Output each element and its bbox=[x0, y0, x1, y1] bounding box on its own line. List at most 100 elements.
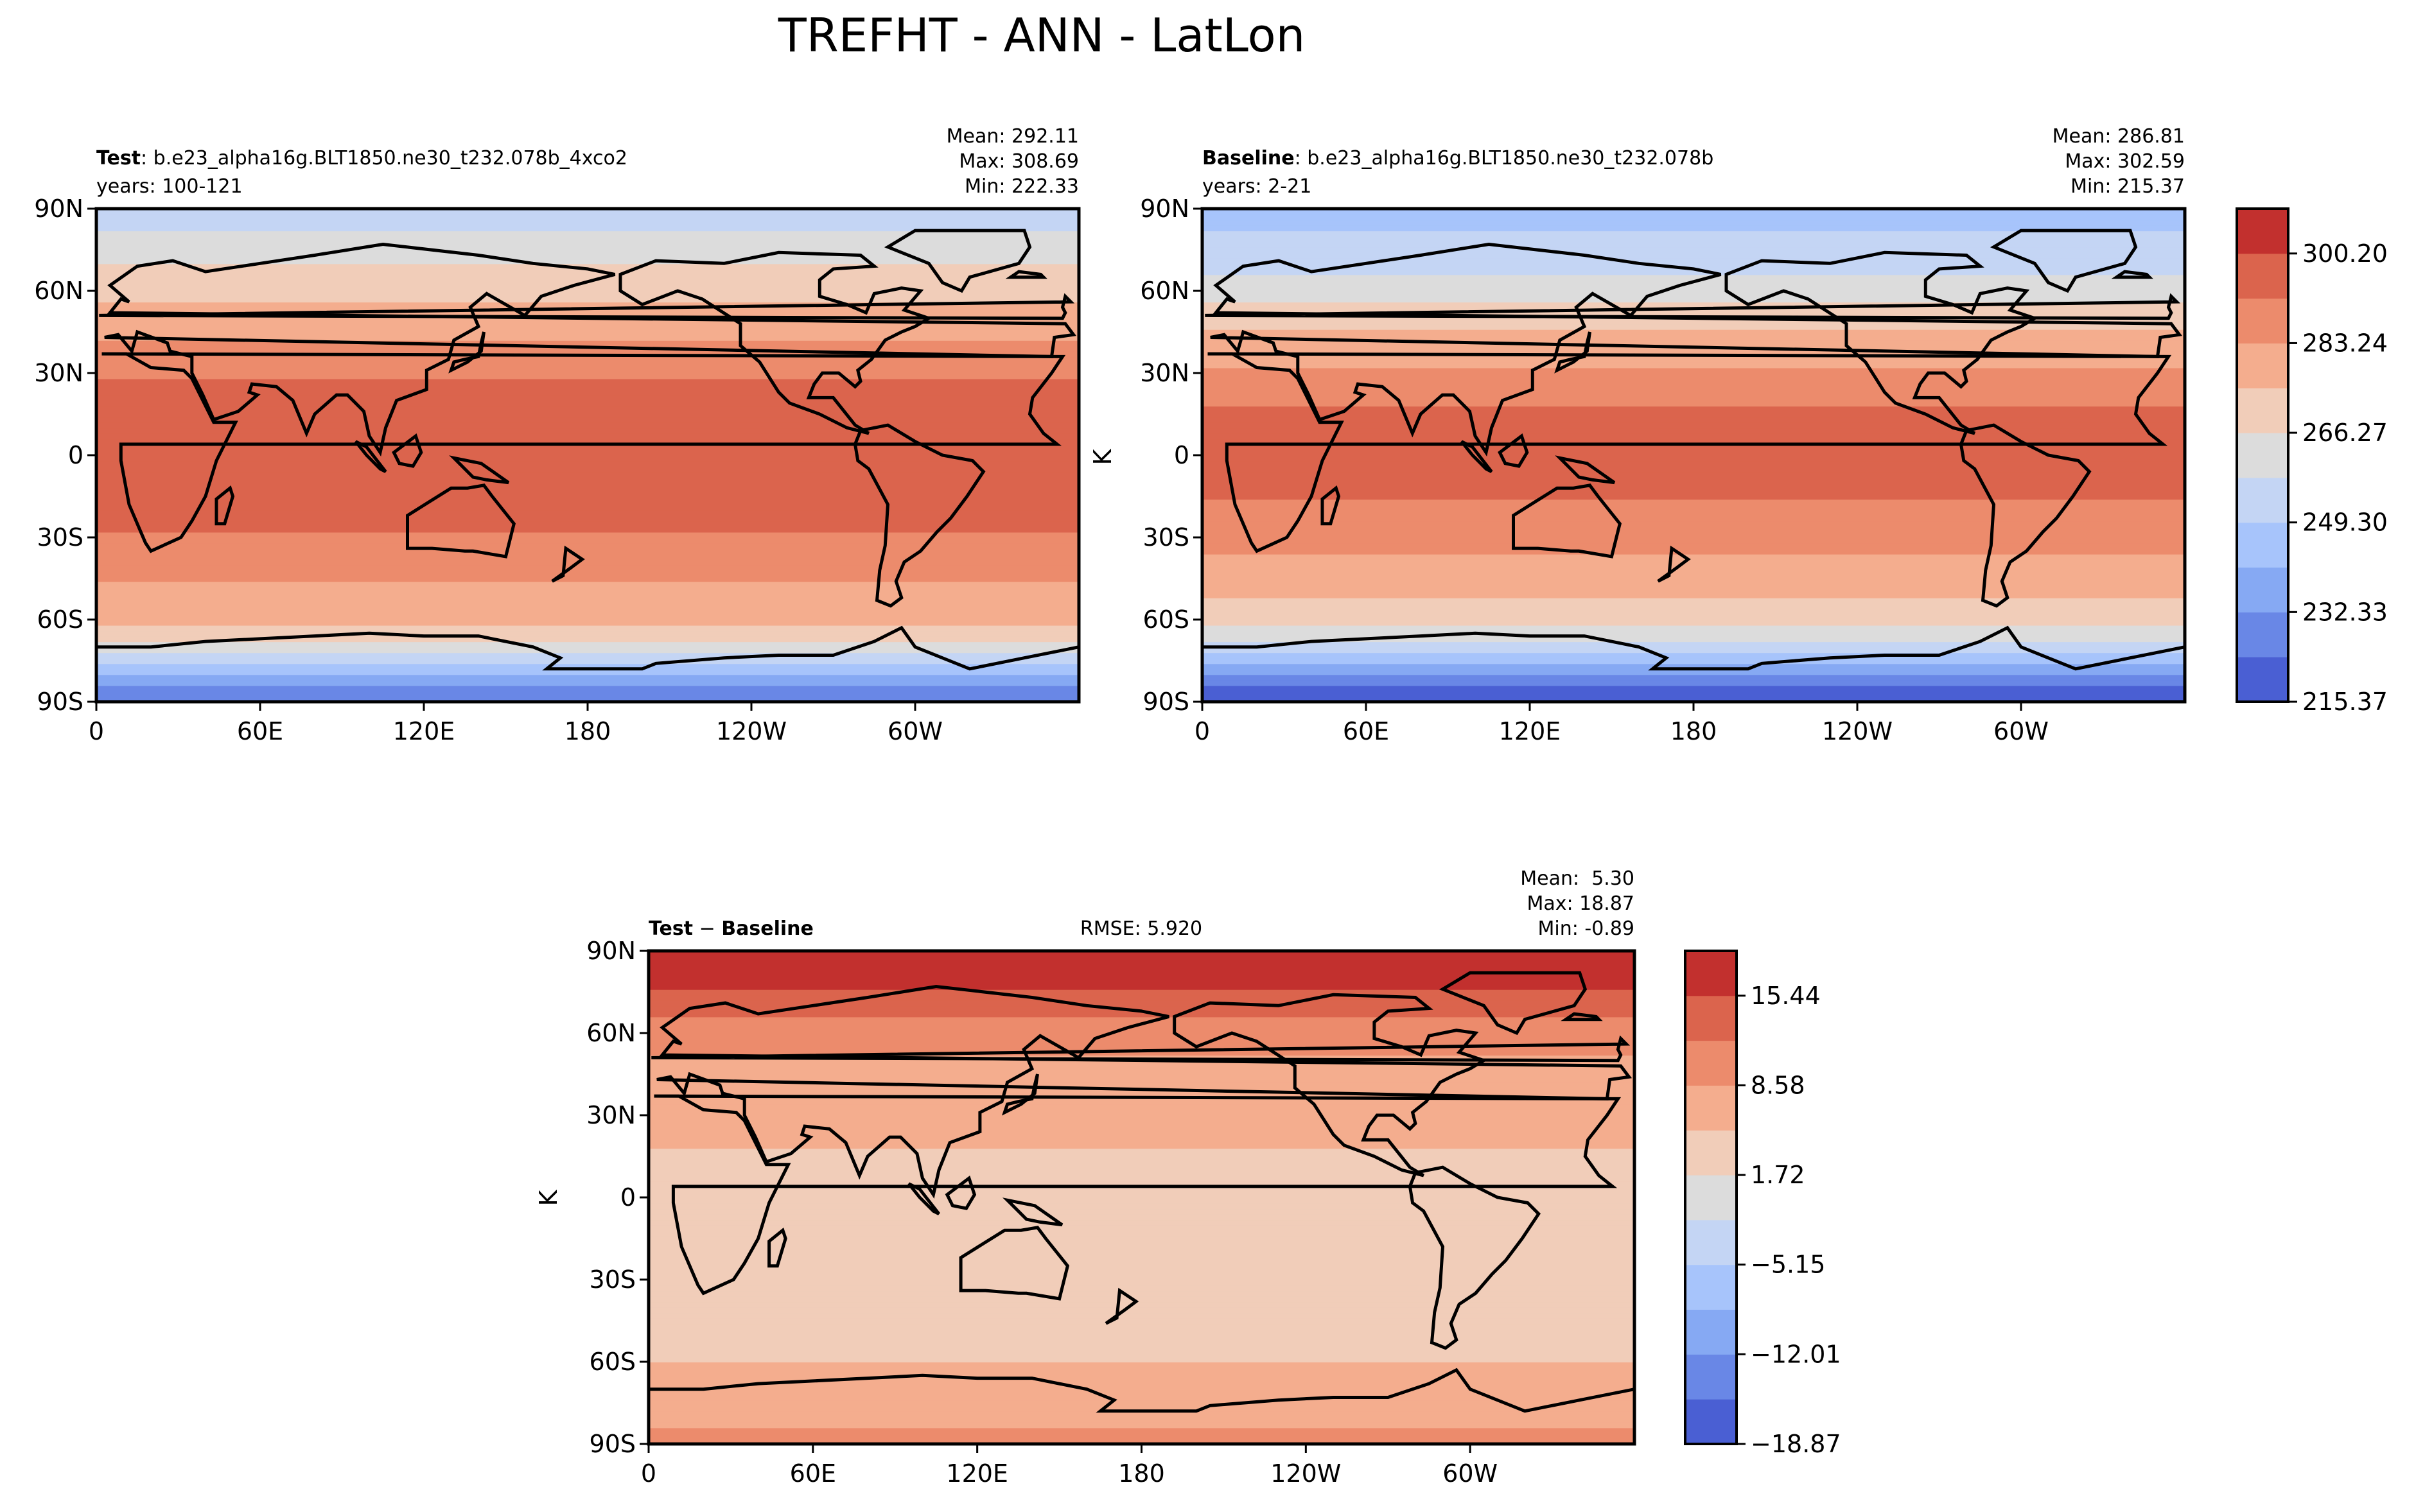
y-tick-label: 0 bbox=[68, 441, 83, 469]
coastline bbox=[101, 352, 1066, 553]
coastline bbox=[1005, 270, 1047, 279]
coastline bbox=[104, 242, 1077, 456]
colorbar-swatch bbox=[1685, 1309, 1737, 1355]
map-band bbox=[1202, 548, 2185, 555]
map-band bbox=[96, 400, 1079, 407]
map-band bbox=[649, 1000, 1634, 1007]
map-band bbox=[96, 252, 1079, 259]
baseline-ylabel: K bbox=[1089, 448, 1117, 465]
map-band bbox=[96, 236, 1079, 243]
map-band bbox=[96, 690, 1079, 697]
coastline bbox=[945, 1176, 977, 1210]
map-band bbox=[649, 1367, 1634, 1374]
coastline bbox=[1002, 1197, 1064, 1227]
map-band bbox=[649, 1115, 1634, 1122]
map-band bbox=[1202, 690, 2185, 697]
map-band bbox=[96, 521, 1079, 527]
map-band bbox=[1202, 471, 2185, 478]
x-tick-label: 120W bbox=[716, 717, 787, 745]
x-tick-label: 180 bbox=[565, 717, 611, 745]
map-band bbox=[1202, 477, 2185, 483]
map-band bbox=[96, 564, 1079, 571]
map-band bbox=[1202, 340, 2185, 347]
map-band bbox=[1202, 263, 2185, 270]
map-band bbox=[1202, 439, 2185, 445]
map-band bbox=[649, 1339, 1634, 1346]
map-band bbox=[1202, 504, 2185, 511]
map-band bbox=[96, 543, 1079, 550]
map-band bbox=[96, 581, 1079, 587]
map-band bbox=[649, 989, 1634, 996]
map-band bbox=[96, 657, 1079, 665]
coastline bbox=[354, 440, 387, 473]
y-tick-label: 90N bbox=[1140, 195, 1189, 223]
x-tick-label: 60W bbox=[888, 717, 943, 745]
map-band bbox=[96, 570, 1079, 577]
map-band bbox=[96, 597, 1079, 604]
map-band bbox=[1202, 329, 2185, 336]
map-band bbox=[1202, 422, 2185, 429]
coastline bbox=[907, 1182, 940, 1215]
figure-title: TREFHT - ANN - LatLon bbox=[778, 8, 1306, 62]
map-band bbox=[96, 652, 1079, 659]
map-band bbox=[96, 586, 1079, 593]
map-band bbox=[1202, 411, 2185, 418]
map-band bbox=[96, 625, 1079, 632]
map-band bbox=[649, 1378, 1634, 1385]
map-band bbox=[649, 1389, 1634, 1396]
map-band bbox=[649, 1411, 1634, 1418]
map-band bbox=[1202, 257, 2185, 265]
x-tick-label: 0 bbox=[1195, 717, 1210, 745]
map-band bbox=[1202, 526, 2185, 533]
map-band bbox=[1202, 356, 2185, 363]
colorbar-swatch bbox=[2237, 567, 2288, 613]
map-band bbox=[96, 214, 1079, 221]
map-band bbox=[649, 1241, 1634, 1247]
colorbar-tick-label: 266.27 bbox=[2302, 419, 2388, 447]
map-band bbox=[649, 1356, 1634, 1362]
map-band bbox=[96, 614, 1079, 620]
map-band bbox=[96, 361, 1079, 369]
map-band bbox=[649, 1104, 1634, 1111]
test-stat-min: Min: 222.33 bbox=[965, 175, 1079, 198]
diff-ylabel: K bbox=[534, 1189, 563, 1206]
map-band bbox=[96, 324, 1079, 330]
map-band bbox=[1202, 493, 2185, 500]
map-band bbox=[1202, 564, 2185, 571]
colorbar-swatch bbox=[1685, 951, 1737, 996]
coastline bbox=[1002, 1073, 1039, 1116]
coastline bbox=[853, 423, 986, 608]
x-tick-label: 180 bbox=[1118, 1459, 1165, 1488]
diff-stat-mean: Mean: 5.30 bbox=[1520, 867, 1634, 890]
map-band bbox=[96, 263, 1079, 270]
map-band bbox=[96, 477, 1079, 483]
map-band bbox=[96, 455, 1079, 462]
y-tick-label: 90N bbox=[586, 937, 636, 965]
map-band bbox=[649, 1170, 1634, 1176]
colorbar-swatch bbox=[1685, 1264, 1737, 1310]
colorbar-swatch bbox=[1685, 1399, 1737, 1445]
map-band bbox=[96, 411, 1079, 418]
colorbar-tick-label: 283.24 bbox=[2302, 329, 2388, 357]
diff-label-baseline: Baseline bbox=[721, 917, 814, 940]
map-band bbox=[96, 356, 1079, 363]
coastline bbox=[1498, 433, 1529, 468]
colorbar-swatch bbox=[1685, 1085, 1737, 1131]
y-tick-label: 60N bbox=[34, 277, 83, 305]
x-tick-label: 180 bbox=[1670, 717, 1717, 745]
map-band bbox=[96, 378, 1079, 385]
diff-y-ticks: 90N 60N 30N 0 30S 60S 90S bbox=[586, 937, 649, 1458]
map-band bbox=[649, 1077, 1634, 1083]
y-tick-label: 30S bbox=[590, 1265, 636, 1294]
diff-x-ticks: 0 60E 120E 180 120W 60W bbox=[641, 1444, 1498, 1488]
map-band bbox=[1202, 630, 2185, 637]
map-band bbox=[649, 967, 1634, 974]
coastline bbox=[1512, 483, 1622, 559]
map-band bbox=[1202, 515, 2185, 522]
map-band bbox=[96, 592, 1079, 598]
map-band bbox=[649, 1373, 1634, 1379]
map-band bbox=[649, 1142, 1634, 1149]
map-band bbox=[649, 1208, 1634, 1215]
map-band bbox=[1202, 614, 2185, 620]
svg-text:Test: b.e23_alpha16g.BLT1850.n: Test: b.e23_alpha16g.BLT1850.ne30_t232.0… bbox=[96, 147, 627, 169]
